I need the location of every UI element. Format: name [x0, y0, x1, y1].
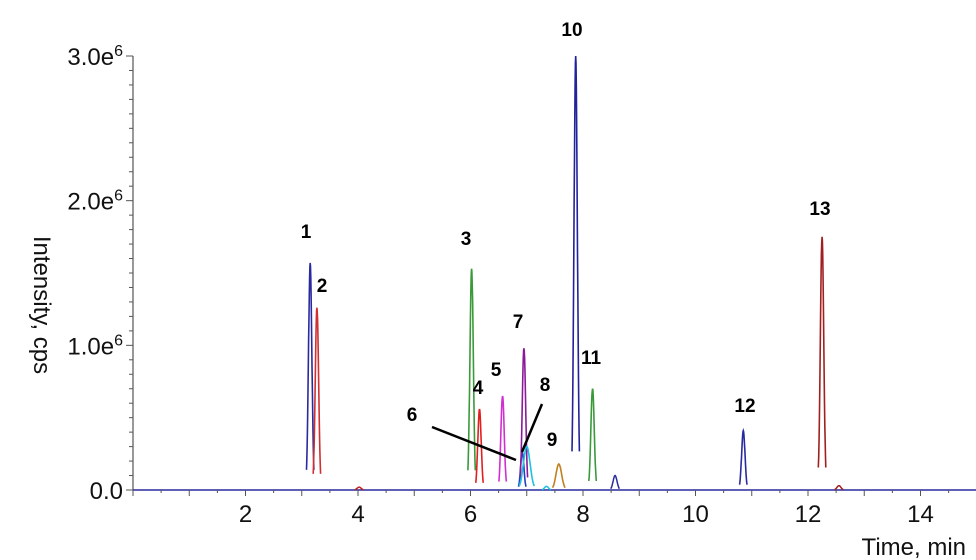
- y-tick-label: 2.0e6: [67, 188, 123, 216]
- minor-peak-trace: [354, 486, 364, 491]
- x-tick-label: 14: [907, 501, 934, 528]
- x-tick-label: 12: [795, 501, 822, 528]
- peak-label-12: 12: [734, 396, 755, 417]
- peak-trace-9: [551, 462, 566, 489]
- y-axis-title: Intensity, cps: [28, 236, 55, 374]
- peak-label-6: 6: [407, 405, 418, 426]
- peak-label-11: 11: [581, 348, 602, 369]
- peak-label-3: 3: [461, 229, 472, 250]
- x-tick-label: 4: [351, 501, 364, 528]
- peak-trace-13: [817, 236, 827, 468]
- peak-trace-4: [475, 408, 484, 483]
- y-ticks: 0.0 1.0e6 2.0e6 3.0e6: [67, 43, 133, 505]
- minor-peak-trace: [610, 474, 621, 490]
- peak-trace-5: [498, 395, 508, 482]
- minor-peak-trace: [541, 485, 552, 491]
- peak-trace-8: [518, 445, 535, 487]
- x-axis-title: Time, min: [862, 534, 966, 560]
- y-tick-label: 3.0e6: [67, 43, 123, 71]
- peak-label-10: 10: [561, 20, 582, 41]
- peak-label-8: 8: [540, 375, 551, 396]
- peak-label-2: 2: [317, 276, 328, 297]
- peak-label-4: 4: [473, 378, 484, 399]
- y-tick-label: 1.0e6: [67, 332, 123, 360]
- peak-label-13: 13: [809, 199, 830, 220]
- x-ticks: 2 4 6 8 10 12 14: [132, 490, 950, 528]
- peak-label-1: 1: [301, 222, 312, 243]
- peak-trace-2: [312, 307, 322, 474]
- x-tick-label: 2: [239, 501, 252, 528]
- peak-trace-12: [738, 427, 748, 485]
- peak-label-5: 5: [491, 360, 502, 381]
- peak-label-9: 9: [547, 430, 558, 451]
- y-tick-label: 0.0: [90, 478, 123, 505]
- peak-traces: [305, 55, 844, 491]
- peak-trace-10: [571, 55, 581, 452]
- peak-label-7: 7: [513, 312, 524, 333]
- x-tick-label: 10: [682, 501, 709, 528]
- x-tick-label: 6: [464, 501, 477, 528]
- peak-8-leader-line: [520, 403, 544, 453]
- peak-trace-1: [305, 262, 315, 470]
- peak-6-leader-line: [431, 425, 517, 462]
- x-tick-label: 8: [576, 501, 589, 528]
- minor-peak-trace: [834, 484, 844, 491]
- peak-trace-11: [588, 388, 598, 482]
- peak-trace-3: [467, 268, 477, 471]
